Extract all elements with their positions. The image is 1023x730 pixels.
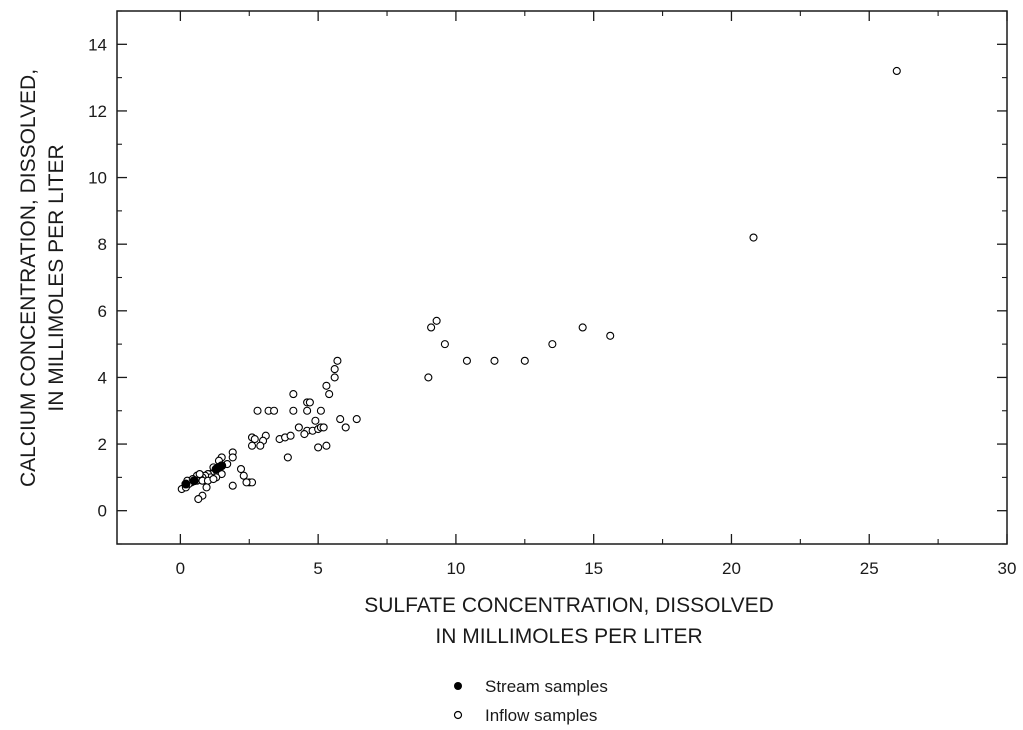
x-axis-title-line-2: IN MILLIMOLES PER LITER <box>435 625 702 648</box>
y-tick-label: 0 <box>98 502 107 521</box>
inflow-sample-point <box>300 430 309 439</box>
plot-frame <box>116 10 1008 545</box>
y-tick-label: 6 <box>98 302 107 321</box>
inflow-sample-point <box>578 323 587 332</box>
inflow-sample-point <box>316 406 325 415</box>
inflow-sample-point <box>333 356 342 365</box>
legend-inflow-label: Inflow samples <box>485 706 597 725</box>
stream-sample-point <box>181 479 191 489</box>
data-points <box>177 66 901 504</box>
y-tick-label: 12 <box>88 102 107 121</box>
inflow-sample-point <box>606 331 615 340</box>
x-tick-label: 5 <box>313 559 322 578</box>
y-tick-label: 2 <box>98 435 107 454</box>
y-tick-label: 8 <box>98 235 107 254</box>
x-tick-label: 15 <box>584 559 603 578</box>
inflow-sample-point <box>253 406 262 415</box>
inflow-sample-point <box>322 441 331 450</box>
legend-stream-label: Stream samples <box>485 677 608 696</box>
inflow-sample-point <box>286 431 295 440</box>
inflow-sample-point <box>548 340 557 349</box>
inflow-sample-point <box>303 406 312 415</box>
inflow-sample-point <box>490 356 499 365</box>
y-tick-label: 10 <box>88 169 107 188</box>
inflow-sample-point <box>239 471 248 480</box>
inflow-sample-point <box>892 66 901 76</box>
x-tick-label: 0 <box>176 559 185 578</box>
y-axis-title-line-1: CALCIUM CONCENTRATION, DISSOLVED, <box>17 69 40 487</box>
x-tick-label: 20 <box>722 559 741 578</box>
inflow-sample-point <box>228 481 237 490</box>
inflow-sample-point <box>427 323 436 332</box>
inflow-sample-point <box>330 365 339 374</box>
y-tick-label: 14 <box>88 35 107 54</box>
y-tick-label: 4 <box>98 368 107 387</box>
inflow-sample-point <box>283 453 292 462</box>
x-tick-label: 30 <box>998 559 1017 578</box>
axis-ticks <box>117 10 1008 545</box>
inflow-sample-point <box>256 441 265 450</box>
stream-sample-point <box>189 476 199 486</box>
tick-labels: 0 5 10 15 20 25 30 0 2 4 6 8 10 12 14 <box>88 35 1016 578</box>
inflow-sample-point <box>311 416 320 425</box>
x-axis-title-line-1: SULFATE CONCENTRATION, DISSOLVED <box>364 594 774 617</box>
inflow-sample-point <box>330 373 339 382</box>
inflow-sample-point <box>314 443 323 452</box>
inflow-sample-point <box>294 423 303 432</box>
inflow-sample-point <box>424 373 433 382</box>
inflow-sample-point <box>322 381 331 390</box>
inflow-sample-point <box>270 406 279 415</box>
inflow-sample-point <box>432 316 441 325</box>
y-axis-title-line-2: IN MILLIMOLES PER LITER <box>45 144 68 411</box>
inflow-sample-point <box>228 453 237 462</box>
inflow-sample-point <box>236 464 246 474</box>
inflow-sample-point <box>749 233 758 242</box>
inflow-sample-point <box>289 406 298 415</box>
inflow-sample-point <box>336 415 345 424</box>
x-tick-label: 25 <box>860 559 879 578</box>
inflow-sample-point <box>325 390 334 399</box>
inflow-sample-point <box>440 340 449 349</box>
inflow-sample-point <box>195 469 204 479</box>
inflow-sample-point <box>352 415 361 424</box>
inflow-sample-point <box>242 478 251 487</box>
x-tick-label: 10 <box>446 559 465 578</box>
legend-inflow-marker <box>453 710 463 720</box>
legend: Stream samples Inflow samples <box>453 677 608 725</box>
inflow-sample-point <box>305 398 314 407</box>
inflow-sample-point <box>289 390 298 399</box>
inflow-sample-point <box>520 356 529 365</box>
inflow-sample-point <box>462 356 471 365</box>
legend-stream-marker <box>454 682 462 690</box>
inflow-sample-point <box>209 474 218 484</box>
inflow-sample-point <box>341 423 350 432</box>
inflow-sample-point <box>247 441 257 450</box>
inflow-sample-point <box>194 494 203 504</box>
stream-sample-point <box>211 464 221 474</box>
inflow-sample-point <box>202 483 211 492</box>
inflow-sample-point <box>319 423 328 432</box>
inflow-sample-point <box>250 435 259 444</box>
